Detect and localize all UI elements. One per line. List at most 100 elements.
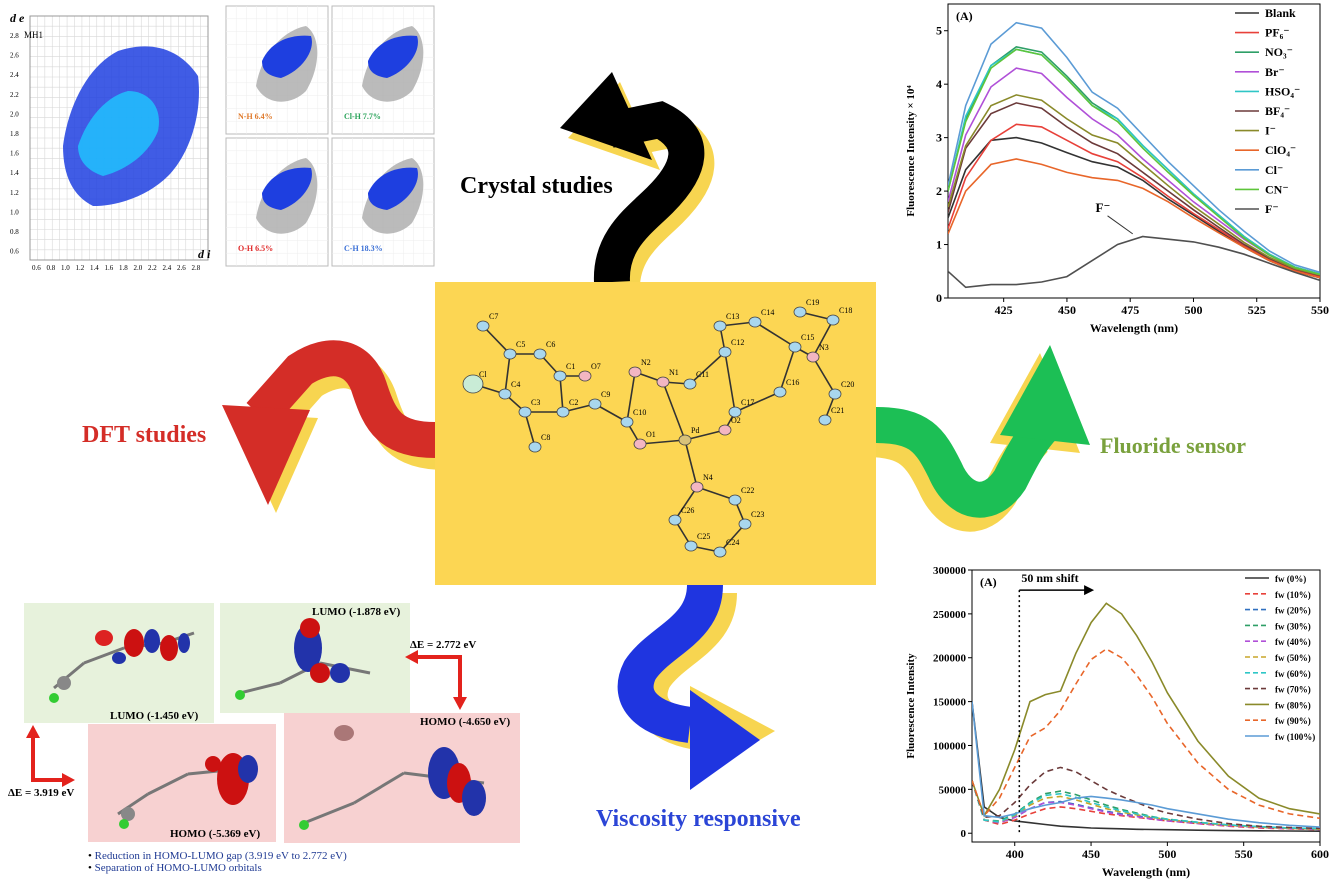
bond bbox=[559, 375, 564, 413]
x-tick-label: 450 bbox=[1058, 303, 1076, 317]
legend-entry: F⁻ bbox=[1265, 202, 1279, 216]
x-tick-label: 2.8 bbox=[192, 264, 201, 270]
dft-arrow bbox=[222, 340, 446, 513]
energy-gap-arrows bbox=[26, 650, 467, 787]
series-line-10 bbox=[948, 235, 1320, 289]
y-tick-label: 1.6 bbox=[10, 150, 19, 158]
atom-n1 bbox=[656, 376, 670, 388]
contact-percent-label: C-H 18.3% bbox=[344, 244, 383, 253]
x-tick-label: 525 bbox=[1248, 303, 1266, 317]
viscosity-responsive-caption: Viscosity responsive bbox=[596, 806, 801, 832]
atom-label: C26 bbox=[681, 506, 694, 515]
series-line-6 bbox=[972, 780, 1320, 830]
x-tick-label: 2.4 bbox=[163, 264, 172, 270]
f-annotation-arrow bbox=[1107, 215, 1134, 235]
lumo1-molecule bbox=[49, 629, 195, 703]
series-line-9 bbox=[948, 48, 1320, 276]
atom-label: O1 bbox=[646, 430, 656, 439]
y-tick-label: 4 bbox=[936, 77, 942, 91]
bond bbox=[482, 325, 511, 355]
x-tick-label: 550 bbox=[1235, 847, 1253, 861]
shift-arrow-head bbox=[1084, 585, 1095, 596]
x-tick-label: 1.6 bbox=[105, 264, 114, 270]
legend-entry: fw (10%) bbox=[1275, 590, 1311, 600]
legend-entry: fw (60%) bbox=[1275, 669, 1311, 679]
de-axis-label: d e bbox=[10, 11, 25, 25]
x-tick-label: 550 bbox=[1311, 303, 1329, 317]
atom-label: C13 bbox=[726, 312, 739, 321]
legend-entry: NO₃⁻ bbox=[1265, 45, 1293, 59]
bond bbox=[724, 351, 736, 413]
shift-label: 50 nm shift bbox=[1021, 571, 1078, 585]
di-axis-label: d i bbox=[198, 247, 211, 261]
orbital-lumo1-panel bbox=[24, 603, 214, 723]
legend-entry: I⁻ bbox=[1265, 124, 1276, 138]
y-axis-label: Fluorescence Intensity × 10⁴ bbox=[905, 85, 917, 217]
atom-label: C24 bbox=[726, 538, 739, 547]
atom-c13 bbox=[713, 320, 727, 332]
bond bbox=[524, 411, 536, 448]
atom-c23 bbox=[738, 518, 752, 530]
y-tick-label: 300000 bbox=[933, 565, 967, 577]
blue-contact bbox=[368, 35, 418, 78]
blue-contact bbox=[262, 167, 312, 210]
orbital-lumo2-panel bbox=[220, 603, 410, 713]
x-tick-label: 0.6 bbox=[32, 264, 41, 270]
series-line-9 bbox=[972, 648, 1320, 820]
gap1-label: ΔE = 3.919 eV bbox=[8, 787, 75, 799]
legend-entry: fw (20%) bbox=[1275, 606, 1311, 616]
legend-entry: BF₄⁻ bbox=[1265, 104, 1290, 118]
y-tick-label: 2.8 bbox=[10, 32, 19, 40]
legend-entry: fw (100%) bbox=[1275, 732, 1315, 742]
bond bbox=[684, 439, 698, 488]
legend-entry: Cl⁻ bbox=[1265, 163, 1283, 177]
y-tick-label: 2.4 bbox=[10, 71, 19, 79]
atom-c12 bbox=[718, 346, 732, 358]
atom-label: C21 bbox=[831, 406, 844, 415]
bond bbox=[812, 319, 834, 358]
atom-c3 bbox=[518, 406, 532, 418]
atom-label: C20 bbox=[841, 380, 854, 389]
atom-o7 bbox=[578, 370, 592, 382]
legend-entry: Blank bbox=[1265, 6, 1296, 20]
atom-label: C19 bbox=[806, 298, 819, 307]
atom-label: C15 bbox=[801, 333, 814, 342]
atom-label: N4 bbox=[703, 473, 713, 482]
lumo1-label: LUMO (-1.450 eV) bbox=[110, 710, 199, 722]
crystal-arrow bbox=[560, 72, 715, 293]
y-tick-label: 3 bbox=[936, 131, 942, 145]
bond bbox=[674, 486, 698, 521]
legend-entry: fw (80%) bbox=[1275, 700, 1311, 710]
atom-c4 bbox=[498, 388, 512, 400]
atom-label: C22 bbox=[741, 486, 754, 495]
atom-label: C11 bbox=[696, 370, 709, 379]
x-tick-label: 400 bbox=[1006, 847, 1024, 861]
bond bbox=[734, 391, 781, 413]
series-line-10 bbox=[972, 701, 1320, 828]
atom-label: C25 bbox=[697, 532, 710, 541]
atom-label: C1 bbox=[566, 362, 575, 371]
ortep-structure: C7 C5 C6 C1 O7 N2 N1 C11 C12 C13 C14 C19 C18 C15 N3 C20… bbox=[462, 298, 854, 558]
x-tick-label: 600 bbox=[1311, 847, 1329, 861]
contact-percent-label: N-H 6.4% bbox=[238, 112, 273, 121]
x-tick-label: 475 bbox=[1121, 303, 1139, 317]
atom-cl bbox=[462, 374, 484, 394]
atom-pd bbox=[678, 434, 692, 446]
atom-label: C17 bbox=[741, 398, 754, 407]
atom-label: C5 bbox=[516, 340, 525, 349]
aggregation-fluorescence-chart: 400 450 500 550 600 0 50000 100000 150000 200000 2… bbox=[905, 565, 1329, 879]
x-tick-label: 450 bbox=[1082, 847, 1100, 861]
mh1-label: MH1 bbox=[24, 30, 43, 40]
legend-entry: Br⁻ bbox=[1265, 65, 1285, 79]
atom-label: C18 bbox=[839, 306, 852, 315]
bullet-gap-reduction: Reduction in HOMO-LUMO gap (3.919 eV to … bbox=[88, 850, 347, 862]
series-line-8 bbox=[948, 21, 1320, 274]
atom-label: C12 bbox=[731, 338, 744, 347]
y-tick-label: 250000 bbox=[933, 609, 967, 621]
panel-label: (A) bbox=[956, 9, 973, 23]
hirshfeld-sub-panels: N-H 6.4% Cl-H 7.7% O-H 6.5% C-H 18.3% bbox=[224, 4, 438, 274]
bond bbox=[719, 523, 746, 553]
frame bbox=[29, 15, 209, 261]
contact-percent-label: Cl-H 7.7% bbox=[344, 112, 381, 121]
atom-label: C6 bbox=[546, 340, 555, 349]
